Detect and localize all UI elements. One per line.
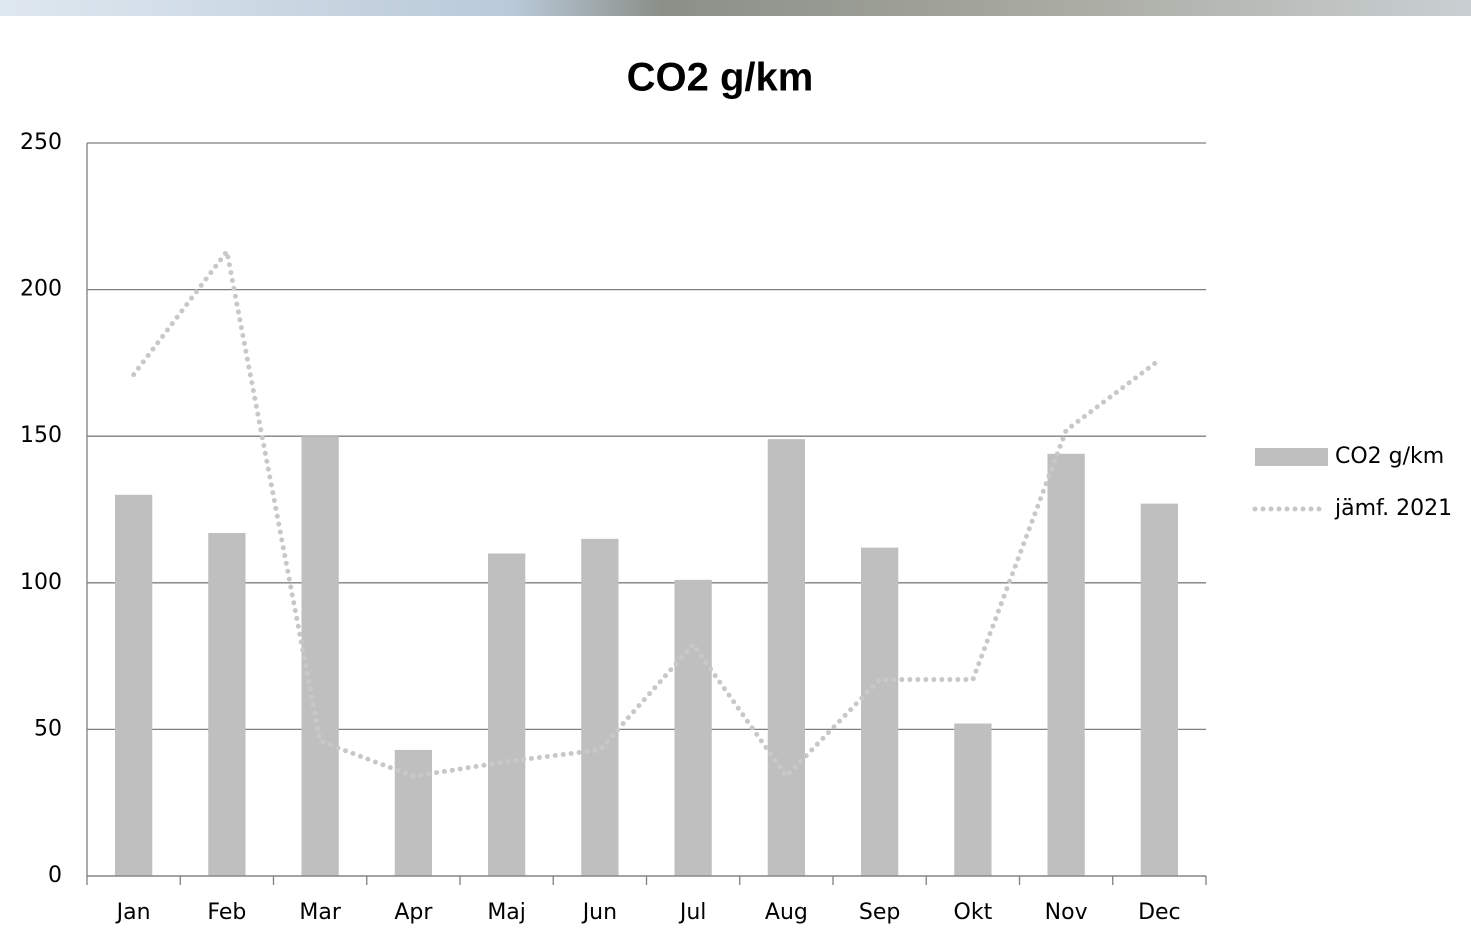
x-tick-label: Jan xyxy=(115,900,151,925)
y-tick-label: 0 xyxy=(48,863,62,888)
legend-label: jämf. 2021 xyxy=(1334,496,1452,521)
y-tick-label: 100 xyxy=(20,570,62,595)
x-tick-label: Apr xyxy=(394,900,433,925)
line xyxy=(134,251,1160,776)
x-tick-label: Maj xyxy=(487,900,526,925)
x-tick-label: Aug xyxy=(765,900,808,925)
y-tick-label: 50 xyxy=(34,716,62,741)
x-tick-label: Feb xyxy=(207,900,246,925)
chart-title: CO2 g/km xyxy=(627,56,814,100)
y-tick-label: 200 xyxy=(20,277,62,302)
bar xyxy=(1141,504,1178,876)
chart: CO2 g/km 0 50 100 150 200 250 Jan Feb Mar Apr Maj J… xyxy=(0,0,1471,950)
y-tick-label: 150 xyxy=(20,423,62,448)
header-image xyxy=(0,0,1471,16)
x-tick-label: Nov xyxy=(1045,900,1088,925)
legend-swatch xyxy=(1255,448,1328,466)
bar xyxy=(954,724,991,876)
bar xyxy=(674,580,711,876)
bar xyxy=(1047,454,1084,876)
bar xyxy=(581,539,618,876)
x-tick-label: Sep xyxy=(859,900,900,925)
bar xyxy=(861,548,898,876)
bar xyxy=(768,439,805,876)
bar xyxy=(488,553,525,876)
legend-label: CO2 g/km xyxy=(1335,444,1444,469)
bar xyxy=(301,436,338,876)
x-tick-label: Jun xyxy=(581,900,617,925)
bar xyxy=(395,750,432,876)
x-tick-label: Jul xyxy=(678,900,707,925)
bar xyxy=(208,533,245,876)
bar xyxy=(115,495,152,876)
y-tick-label: 250 xyxy=(20,130,62,155)
x-tick-label: Dec xyxy=(1138,900,1181,925)
x-tick-label: Mar xyxy=(299,900,341,925)
x-tick-label: Okt xyxy=(954,900,993,925)
